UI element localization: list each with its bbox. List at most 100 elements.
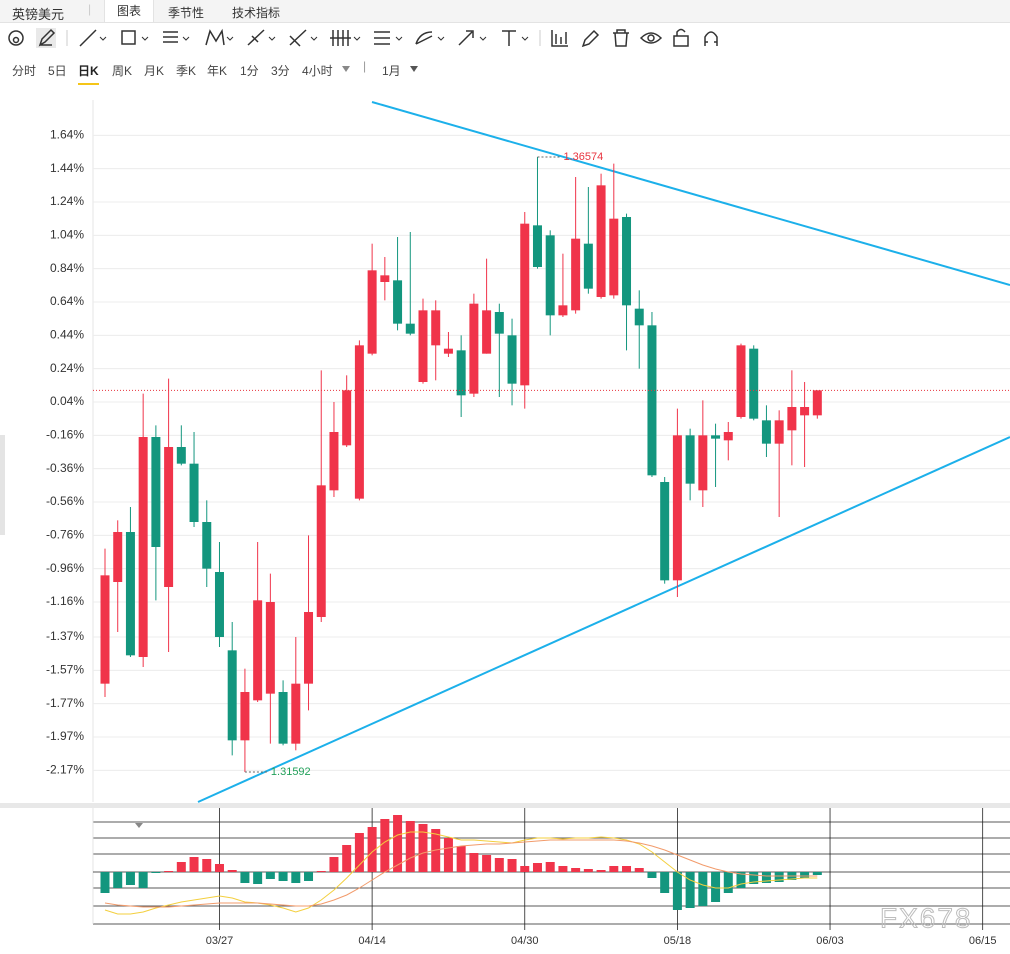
macd-bar (125, 872, 135, 885)
candle-body (100, 575, 110, 684)
tool-icon[interactable] (613, 29, 629, 47)
tool-icon[interactable] (289, 29, 318, 47)
macd-bar (596, 870, 606, 872)
candle-body (176, 447, 186, 464)
separator: | (88, 2, 92, 16)
candle-body (304, 612, 314, 684)
tool-icon[interactable] (374, 31, 403, 45)
candle-body (787, 407, 797, 431)
tool-icon[interactable] (502, 30, 529, 46)
candle-body (443, 348, 453, 354)
candle-body (240, 692, 250, 741)
macd-bar (329, 857, 339, 872)
period[interactable]: 4小时 (302, 64, 333, 78)
macd-bar (253, 872, 263, 884)
macd-bar (443, 838, 453, 872)
candle-body (520, 223, 530, 386)
period[interactable]: 5日 (48, 64, 67, 78)
macd-bar (647, 872, 657, 878)
candle-body (494, 312, 504, 334)
candle-body (800, 407, 810, 416)
candle-body (214, 572, 224, 637)
tool-icon[interactable] (551, 30, 568, 47)
macd-bar (354, 833, 364, 872)
y-tick-label: 0.24% (50, 361, 84, 375)
candle-body (558, 305, 568, 316)
tool-icon[interactable] (247, 29, 276, 46)
macd-bar (583, 869, 593, 872)
macd-bar (456, 846, 466, 872)
range[interactable]: 1月 (382, 64, 401, 78)
macd-bar (545, 862, 555, 872)
dropdown-arrow[interactable] (409, 65, 419, 73)
period[interactable]: 季K (176, 64, 197, 78)
macd-bar (240, 872, 250, 883)
macd-bar (761, 872, 771, 883)
candle-body (113, 532, 123, 582)
tool-icon[interactable] (121, 30, 149, 45)
candle-body (418, 310, 428, 382)
candle-body (329, 432, 339, 491)
period[interactable]: 分时 (12, 64, 37, 78)
macd-bar (227, 870, 237, 872)
macd-bar (558, 866, 568, 872)
macd-bar (698, 872, 708, 906)
tool-icon[interactable] (704, 31, 718, 46)
candle-body (761, 420, 771, 444)
tab[interactable]: 季节性 (168, 6, 205, 20)
candle-body (342, 390, 352, 446)
dropdown-arrow[interactable] (341, 65, 351, 73)
macd-bar (482, 855, 492, 872)
candle-body (685, 435, 695, 484)
candle-body (507, 335, 517, 384)
period[interactable]: 1分 (240, 64, 259, 78)
period[interactable]: 周K (112, 64, 133, 78)
tool-icon[interactable] (36, 28, 56, 48)
macd-bar (711, 872, 721, 902)
macd-bar (189, 857, 199, 872)
candle-body (189, 463, 199, 522)
macd-bar (571, 868, 581, 872)
tool-icon[interactable] (79, 29, 107, 47)
candle-body (354, 345, 364, 499)
y-tick-label: 1.64% (50, 128, 84, 142)
y-tick-label: 0.64% (50, 294, 84, 308)
candle-body (545, 235, 555, 316)
candle-body (532, 225, 542, 267)
candle-body (202, 522, 212, 569)
tool-icon[interactable] (205, 28, 234, 46)
watermark: FX678 (880, 902, 973, 933)
macd-bar (202, 859, 212, 872)
macd-bar (138, 872, 148, 888)
tool-icon[interactable] (581, 29, 600, 48)
candle-body (456, 350, 466, 396)
macd-bar (800, 872, 810, 878)
tab[interactable]: 技术指标 (232, 6, 281, 20)
candle-body (698, 435, 708, 491)
tool-icon[interactable] (458, 30, 487, 46)
macd-bar (736, 872, 746, 888)
tab[interactable]: 图表 (104, 0, 155, 22)
candle-body (164, 447, 174, 587)
panel-menu-arrow[interactable] (135, 823, 143, 828)
period[interactable]: 年K (207, 64, 228, 78)
period-bar: 分时 5日 日K 周K 月K 季K 年K 1分 3分 4小时 | 1月 (0, 56, 1010, 85)
period[interactable]: 日K (78, 62, 99, 85)
tool-icon[interactable] (639, 32, 663, 44)
macd-bar (520, 866, 530, 872)
x-tick-label: 04/30 (511, 935, 539, 947)
candle-body (571, 238, 581, 311)
tool-icon[interactable] (673, 28, 689, 47)
macd-bar (405, 821, 415, 872)
tool-icon[interactable] (415, 31, 445, 45)
tool-icon[interactable] (8, 30, 24, 46)
tool-icon[interactable] (330, 30, 361, 46)
macd-bar (316, 871, 326, 872)
period[interactable]: 3分 (271, 64, 290, 78)
period[interactable]: 月K (144, 64, 165, 78)
side-handle[interactable] (0, 435, 5, 535)
macd-bar (176, 862, 186, 872)
top-tabs: 英镑美元 | 图表 季节性 技术指标 (0, 0, 1010, 23)
tool-icon[interactable] (163, 31, 190, 43)
